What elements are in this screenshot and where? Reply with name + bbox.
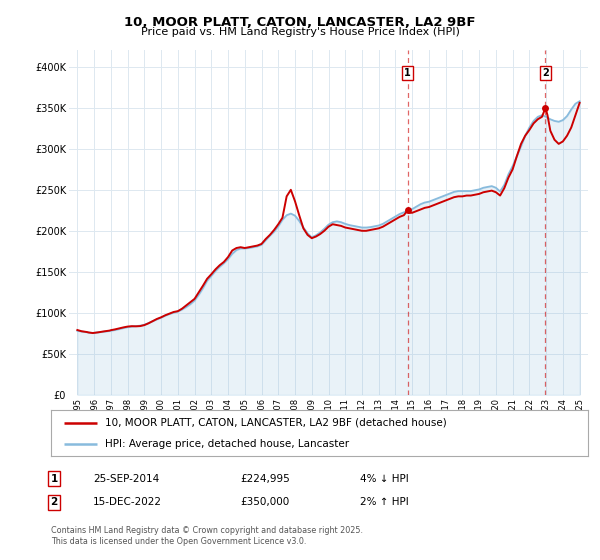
Text: £224,995: £224,995 bbox=[240, 474, 290, 484]
Text: 2: 2 bbox=[542, 68, 549, 78]
Text: 25-SEP-2014: 25-SEP-2014 bbox=[93, 474, 159, 484]
Text: 1: 1 bbox=[404, 68, 411, 78]
Text: 4% ↓ HPI: 4% ↓ HPI bbox=[360, 474, 409, 484]
Text: 15-DEC-2022: 15-DEC-2022 bbox=[93, 497, 162, 507]
Text: 1: 1 bbox=[50, 474, 58, 484]
Text: 10, MOOR PLATT, CATON, LANCASTER, LA2 9BF (detached house): 10, MOOR PLATT, CATON, LANCASTER, LA2 9B… bbox=[105, 418, 446, 428]
Text: Price paid vs. HM Land Registry's House Price Index (HPI): Price paid vs. HM Land Registry's House … bbox=[140, 27, 460, 38]
Text: 2% ↑ HPI: 2% ↑ HPI bbox=[360, 497, 409, 507]
Text: 2: 2 bbox=[50, 497, 58, 507]
Text: £350,000: £350,000 bbox=[240, 497, 289, 507]
Text: 10, MOOR PLATT, CATON, LANCASTER, LA2 9BF: 10, MOOR PLATT, CATON, LANCASTER, LA2 9B… bbox=[124, 16, 476, 29]
Text: Contains HM Land Registry data © Crown copyright and database right 2025.
This d: Contains HM Land Registry data © Crown c… bbox=[51, 526, 363, 546]
Text: HPI: Average price, detached house, Lancaster: HPI: Average price, detached house, Lanc… bbox=[105, 439, 349, 449]
